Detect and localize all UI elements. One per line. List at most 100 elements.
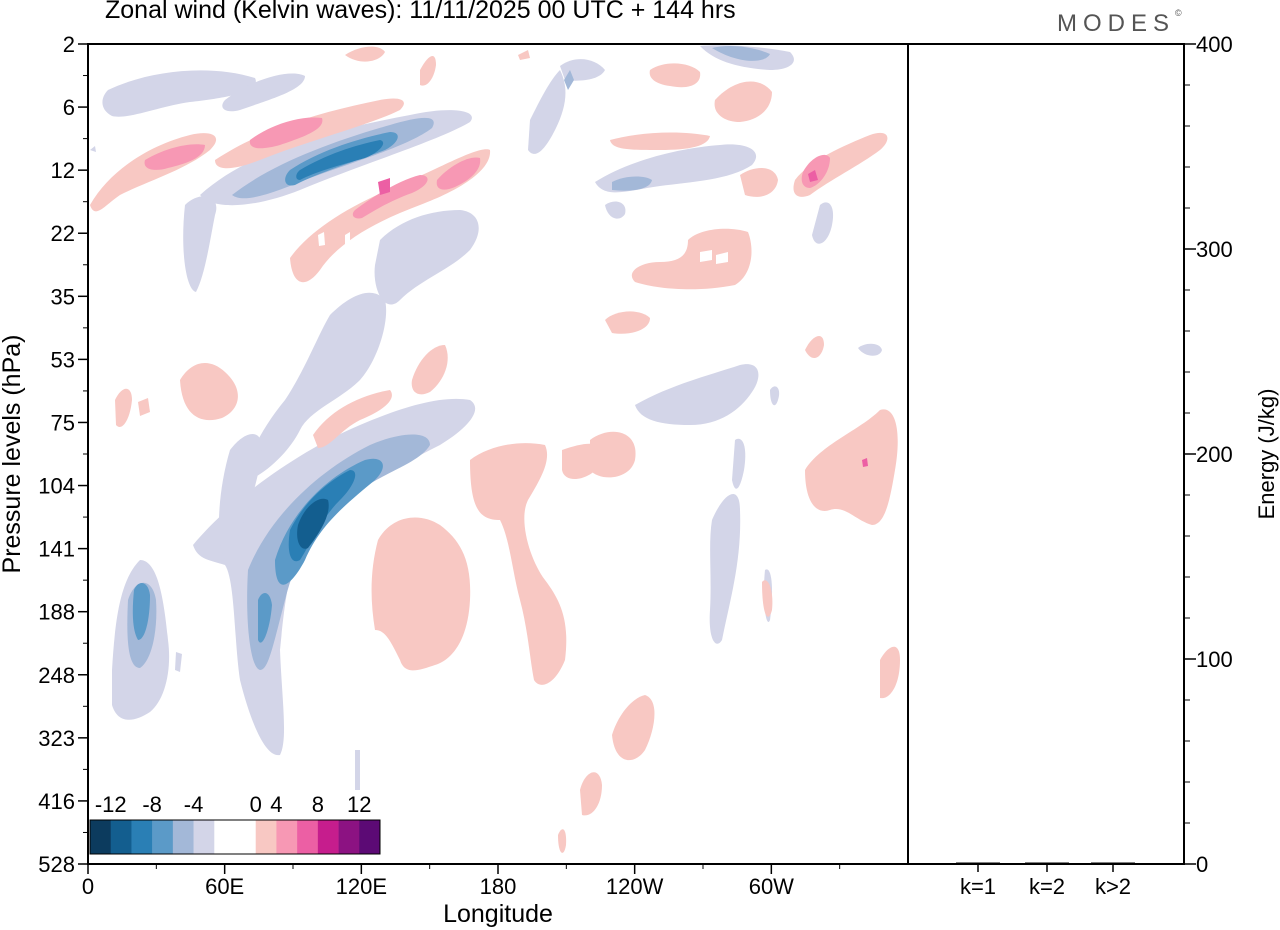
pos-region (378, 178, 390, 195)
neg-region (528, 70, 566, 154)
neg-region (858, 343, 882, 356)
pos-region (610, 132, 710, 150)
neg-region (564, 70, 574, 90)
colorbar-frame (89, 819, 381, 855)
gap-region (716, 252, 728, 264)
energy-category-label: k=1 (960, 874, 996, 899)
y-tick-label: 141 (38, 537, 75, 562)
positive-medium-regions (144, 117, 830, 219)
pos-region (249, 117, 323, 149)
colorbar-swatch (276, 820, 298, 854)
energy-axis-label: Energy (J/kg) (1254, 389, 1279, 520)
wind-field (90, 45, 900, 853)
pos-region (631, 228, 752, 290)
neg-region (247, 292, 387, 480)
pos-region (605, 311, 650, 334)
pos-region (714, 81, 772, 122)
pos-region (345, 46, 385, 62)
x-tick-label: 120E (336, 874, 387, 899)
energy-bar (1091, 862, 1135, 864)
energy-tick-label: 100 (1196, 647, 1233, 672)
pos-region (801, 154, 830, 188)
positive-light-regions (90, 46, 900, 853)
y-tick-label: 6 (63, 95, 75, 120)
neg-region (222, 73, 305, 112)
pos-region (762, 580, 773, 617)
energy-tick-label: 300 (1196, 237, 1233, 262)
colorbar-swatch (255, 820, 277, 854)
y-tick-label: 2 (63, 32, 75, 57)
y-tick-label: 35 (51, 284, 75, 309)
y-tick-label: 104 (38, 474, 75, 499)
energy-category-label: k=2 (1029, 874, 1065, 899)
colorbar-swatch (297, 820, 319, 854)
colorbar: -12 -8 -4 0 4 8 12 (88, 792, 382, 856)
pos-region (436, 157, 481, 190)
neg-region (102, 70, 256, 117)
colorbar-swatch (131, 820, 153, 854)
gap-region (318, 232, 325, 246)
energy-bars (956, 862, 1135, 864)
pos-region (649, 63, 701, 88)
neg-region (297, 498, 329, 549)
x-tick-label: 180 (480, 874, 517, 899)
colorbar-swatch (214, 820, 236, 854)
y-tick-label: 53 (51, 347, 75, 372)
neg-region (709, 493, 741, 644)
x-tick-label: 120W (606, 874, 664, 899)
colorbar-swatch (90, 820, 112, 854)
neg-region (635, 364, 759, 425)
gap-region (345, 232, 350, 244)
chart-title: Zonal wind (Kelvin waves): 11/11/2025 00… (105, 0, 736, 24)
pos-region (590, 431, 636, 478)
colorbar-swatch (172, 820, 194, 854)
pos-region (420, 55, 436, 86)
colorbar-label: 8 (312, 792, 324, 817)
pos-region (138, 398, 150, 416)
colorbar-swatch (110, 820, 132, 854)
brand-logo: MODES© (1057, 8, 1182, 38)
x-axis-label: Longitude (443, 900, 553, 928)
y-tick-label: 22 (51, 221, 75, 246)
pos-region (144, 144, 205, 170)
neg-region (605, 201, 626, 219)
pos-region (115, 388, 132, 428)
neg-region (732, 438, 746, 489)
y-tick-label: 416 (38, 789, 75, 814)
colorbar-swatch (193, 820, 215, 854)
colorbar-swatch (152, 820, 174, 854)
pos-region (740, 168, 778, 197)
pos-region (470, 443, 567, 685)
positive-strong-regions (378, 170, 868, 467)
neg-region (90, 146, 96, 152)
energy-bar (1025, 862, 1069, 864)
pos-region (862, 458, 868, 467)
colorbar-label: 4 (270, 792, 282, 817)
y-tick-label: 188 (38, 600, 75, 625)
pos-region (580, 772, 602, 816)
colorbar-label: -12 (95, 792, 127, 817)
pos-region (371, 517, 471, 671)
neg-region (296, 140, 384, 180)
gap-regions (318, 232, 728, 264)
energy-bar (956, 862, 1000, 864)
pos-region (805, 409, 898, 525)
neg-region (812, 202, 834, 244)
y-tick-label: 248 (38, 663, 75, 688)
y-tick-label: 12 (51, 158, 75, 183)
y-tick-label: 528 (38, 852, 75, 877)
neg-region (770, 386, 780, 406)
energy-tick-label: 200 (1196, 442, 1233, 467)
pos-region (180, 362, 238, 421)
neg-region (612, 176, 652, 191)
energy-plot-frame (907, 43, 1185, 865)
pos-region (880, 646, 900, 699)
colorbar-swatch (235, 820, 257, 854)
neg-region (355, 750, 360, 790)
neg-region (258, 593, 272, 643)
neg-region (712, 46, 770, 61)
pos-region (558, 829, 567, 853)
colorbar-swatch (317, 820, 339, 854)
